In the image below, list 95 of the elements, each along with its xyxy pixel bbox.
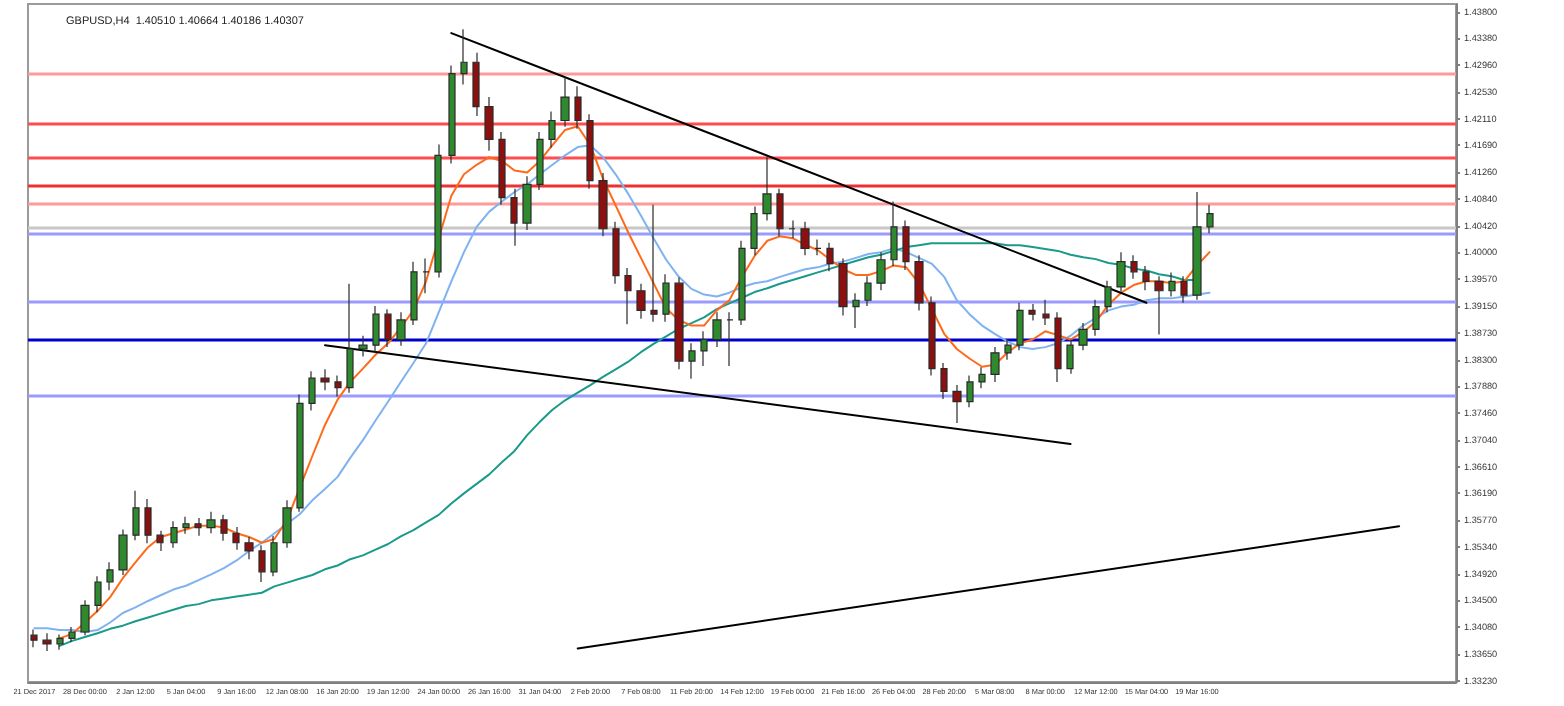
candlestick <box>30 628 38 648</box>
candlestick <box>838 257 848 317</box>
candlestick <box>1130 254 1138 280</box>
candlestick <box>384 308 392 348</box>
candlestick <box>636 283 646 320</box>
candlestick <box>598 172 608 237</box>
candlestick <box>940 362 948 400</box>
candlestick <box>650 204 658 323</box>
candlestick <box>1054 311 1062 383</box>
line-series <box>58 242 1198 647</box>
candlestick <box>1104 280 1112 313</box>
candlestick <box>232 526 240 551</box>
candlestick <box>1078 322 1088 351</box>
candlestick <box>42 632 52 652</box>
candlestick <box>334 375 342 398</box>
candlestick <box>346 283 354 394</box>
candlestick <box>396 311 406 347</box>
candlestick <box>800 221 810 256</box>
candlestick <box>410 261 418 326</box>
candlestick <box>574 85 582 130</box>
candlestick <box>1168 271 1176 298</box>
candlestick <box>826 242 834 272</box>
candlestick <box>586 113 594 190</box>
candlestick <box>674 276 684 370</box>
candlestick <box>460 28 468 85</box>
candlestick <box>144 498 152 544</box>
candlestick <box>990 346 1000 383</box>
candlestick <box>1042 299 1050 326</box>
candlestick <box>814 238 822 256</box>
candlestick <box>132 490 140 541</box>
candlestick <box>876 251 886 291</box>
candlestick <box>1192 191 1202 301</box>
candlestick <box>522 175 532 231</box>
candlestick <box>662 273 670 323</box>
candlestick <box>776 188 784 237</box>
candlestick <box>560 76 570 128</box>
candlestick <box>700 330 708 367</box>
candlestick <box>472 52 480 117</box>
candlestick <box>1028 303 1036 322</box>
candlestick <box>1180 275 1188 304</box>
candlestick <box>270 535 278 577</box>
candlestick <box>206 511 216 534</box>
candlestick <box>750 205 758 256</box>
candlestick <box>296 393 304 513</box>
candlestick <box>864 275 872 307</box>
candlestick <box>928 295 936 377</box>
candlestick <box>68 626 76 643</box>
candlestick <box>548 111 556 149</box>
candlestick <box>510 188 518 247</box>
candlestick <box>170 520 178 549</box>
candlestick <box>612 221 620 285</box>
candlestick <box>422 257 430 294</box>
candlestick <box>738 240 746 326</box>
candlestick <box>156 530 164 552</box>
candlestick <box>978 366 986 389</box>
candlestick <box>902 219 910 271</box>
candlestick <box>1066 338 1074 375</box>
candlestick <box>94 575 102 613</box>
candlestick <box>914 254 924 311</box>
candlestick <box>1004 338 1012 361</box>
candlestick <box>536 131 544 191</box>
candlestick <box>762 156 772 222</box>
candlestick <box>788 219 796 239</box>
candlestick <box>118 528 128 576</box>
candlestick <box>712 311 722 348</box>
candlestick <box>1116 251 1126 293</box>
candlestick <box>966 375 974 408</box>
candlestick <box>182 516 190 535</box>
candlestick <box>952 384 962 424</box>
candlestick <box>320 368 330 391</box>
candlestick <box>448 64 456 165</box>
candlestick <box>1154 275 1164 336</box>
candlestick <box>498 131 506 206</box>
candlestick <box>308 370 316 412</box>
candlestick <box>80 599 90 636</box>
candlestick <box>890 200 898 267</box>
candlestick <box>358 335 368 358</box>
candlestick <box>434 143 442 279</box>
candlestick <box>56 633 64 651</box>
candlestick <box>1016 302 1024 351</box>
candlestick <box>1206 204 1214 234</box>
candlestick <box>624 267 632 325</box>
candlestick <box>372 305 380 353</box>
candlestick <box>688 342 696 380</box>
candlestick <box>282 499 292 549</box>
candlestick <box>194 517 202 537</box>
candlestick <box>244 536 254 560</box>
candlestick <box>258 544 266 583</box>
candlestick <box>106 561 114 591</box>
candlestick <box>220 514 228 542</box>
candlestick <box>726 311 734 367</box>
candlestick <box>1092 299 1100 337</box>
candlestick <box>1142 265 1150 291</box>
candlestick <box>484 96 494 152</box>
candlestick <box>852 292 860 329</box>
